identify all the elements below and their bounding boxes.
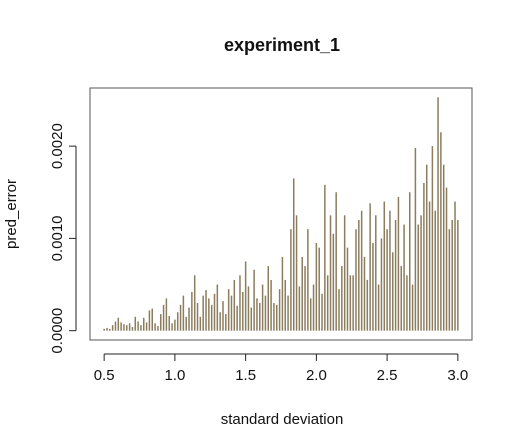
x-tick-label: 1.5 [235, 367, 256, 384]
y-tick-label: 0.0010 [49, 215, 66, 261]
plot-frame [89, 87, 473, 341]
x-tick-label: 0.5 [94, 367, 115, 384]
y-tick-label: 0.0020 [49, 123, 66, 169]
x-tick-label: 1.0 [164, 367, 185, 384]
x-tick-label: 2.5 [377, 367, 398, 384]
y-tick-label: 0.0000 [49, 308, 66, 354]
y-axis-label: pred_error [3, 179, 20, 249]
chart-title: experiment_1 [224, 35, 340, 55]
x-tick-label: 2.0 [306, 367, 327, 384]
x-axis-label: standard deviation [221, 411, 344, 428]
x-tick-label: 3.0 [447, 367, 468, 384]
